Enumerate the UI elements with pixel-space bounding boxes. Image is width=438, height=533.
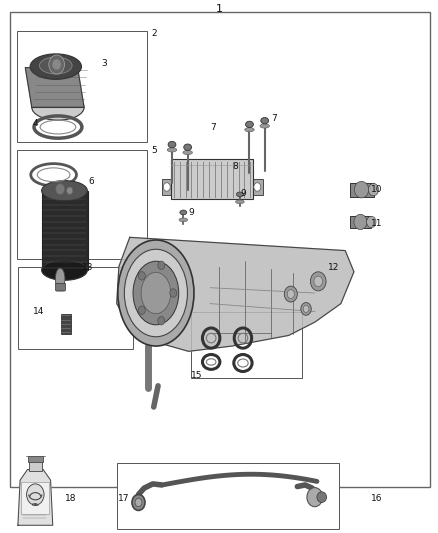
Ellipse shape [180,210,187,215]
Text: 3: 3 [102,60,107,68]
Circle shape [158,317,165,325]
Circle shape [170,289,177,297]
Bar [350,216,371,228]
Bar [162,179,173,195]
Bar [55,283,65,290]
Text: 12: 12 [328,263,339,272]
Text: 5: 5 [152,147,157,156]
Ellipse shape [236,200,244,204]
Text: 4: 4 [33,119,39,128]
Ellipse shape [317,492,326,503]
Ellipse shape [168,141,176,148]
Bar [28,456,43,462]
Ellipse shape [308,489,322,506]
Ellipse shape [133,261,179,325]
Ellipse shape [39,57,72,74]
Circle shape [163,183,170,191]
Text: 13: 13 [82,263,93,272]
Text: 9: 9 [188,208,194,217]
Ellipse shape [42,260,87,280]
Text: 2: 2 [152,29,157,38]
Text: 10: 10 [371,185,382,194]
Bar [60,314,71,334]
Circle shape [158,261,165,270]
Bar [29,461,42,471]
Text: 14: 14 [33,307,44,316]
Bar [42,191,88,270]
Polygon shape [25,68,84,108]
Ellipse shape [42,181,87,201]
Text: 7: 7 [271,114,277,123]
Ellipse shape [260,124,269,128]
Ellipse shape [135,498,142,507]
Circle shape [368,183,378,196]
Ellipse shape [246,121,253,127]
Text: 9: 9 [241,189,247,198]
Bar [10,12,430,487]
Ellipse shape [237,192,244,197]
Bar [171,159,253,199]
Ellipse shape [124,249,187,337]
Text: 8: 8 [232,163,238,171]
Circle shape [52,59,61,70]
Ellipse shape [184,144,191,150]
Circle shape [138,272,145,280]
Ellipse shape [354,181,369,198]
Bar [17,30,147,142]
Circle shape [287,290,294,298]
Text: 15: 15 [191,370,202,379]
Bar [21,482,49,514]
Bar [350,183,374,197]
Text: OIL: OIL [32,503,39,507]
Bar [17,150,147,259]
Text: 7: 7 [210,123,216,132]
Text: 6: 6 [88,177,94,186]
Text: 18: 18 [64,494,76,503]
Ellipse shape [30,54,81,79]
Ellipse shape [141,272,171,314]
Circle shape [254,183,261,191]
Circle shape [307,488,322,507]
Ellipse shape [261,117,268,124]
Ellipse shape [167,148,177,152]
Bar [252,179,262,195]
Polygon shape [18,470,53,525]
Ellipse shape [245,127,254,132]
Text: 16: 16 [371,494,383,503]
Circle shape [67,187,73,195]
Circle shape [301,303,311,316]
Circle shape [284,286,297,302]
Text: 17: 17 [118,494,130,503]
Circle shape [27,484,44,505]
Ellipse shape [179,218,187,222]
Ellipse shape [132,495,145,511]
Ellipse shape [354,214,367,230]
Polygon shape [117,237,354,351]
Circle shape [138,306,145,314]
Circle shape [314,276,322,287]
Circle shape [56,184,64,195]
Bar [117,463,339,529]
Text: 11: 11 [371,219,382,228]
Ellipse shape [32,95,84,120]
Ellipse shape [118,240,194,346]
Circle shape [303,305,309,312]
Bar [191,312,302,378]
Circle shape [311,272,326,291]
Ellipse shape [55,268,65,289]
Text: 1: 1 [215,4,223,14]
Circle shape [367,216,376,228]
Circle shape [49,55,64,74]
Ellipse shape [183,150,192,155]
Bar [18,266,133,349]
